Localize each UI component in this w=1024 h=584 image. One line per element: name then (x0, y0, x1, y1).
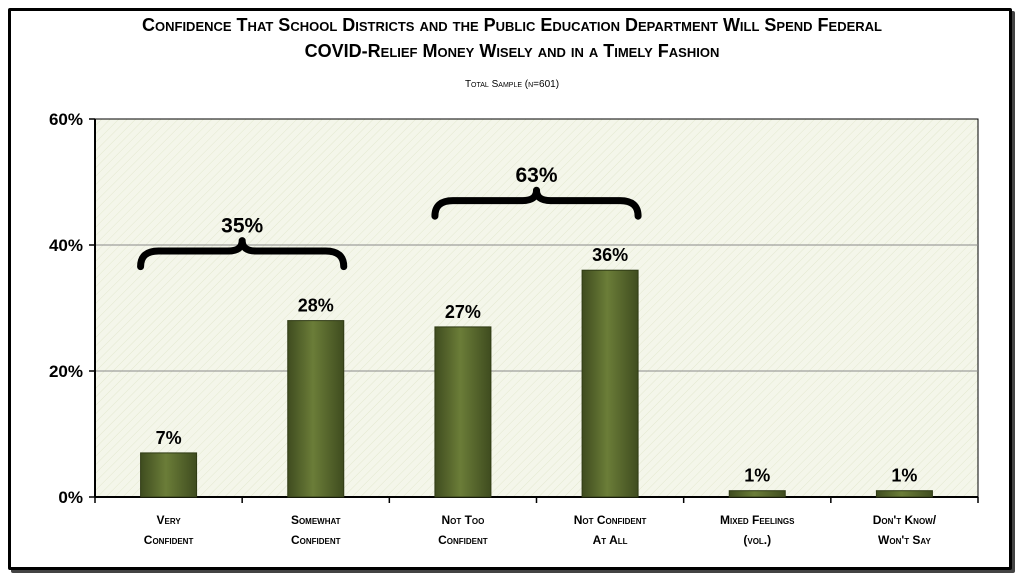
x-tick-label: At All (593, 533, 628, 547)
y-tick-label: 60% (49, 110, 83, 129)
bar (140, 452, 198, 498)
chart-title-line-1: Confidence That School Districts and the… (142, 15, 882, 35)
data-label: 36% (592, 245, 628, 265)
x-tick-label: Very (157, 513, 182, 527)
bar (434, 326, 492, 498)
chart-subtitle: Total Sample (n=601) (464, 79, 560, 90)
bar (875, 490, 933, 498)
data-label: 28% (298, 296, 334, 316)
x-tick-label: (vol.) (743, 533, 771, 547)
y-tick-label: 20% (49, 362, 83, 381)
chart-title: Confidence That School Districts and the… (0, 12, 1024, 64)
data-label: 1% (744, 466, 770, 486)
chart-title-line-2: COVID-Relief Money Wisely and in a Timel… (304, 41, 720, 61)
brace-label: 35% (221, 215, 263, 238)
group-brace (431, 186, 642, 220)
y-tick-label: 40% (49, 236, 83, 255)
bar (287, 320, 345, 498)
x-tick-label: Confident (144, 533, 194, 547)
x-tick-label: Won't Say (878, 533, 931, 547)
bar (581, 269, 639, 498)
bar (728, 490, 786, 498)
x-tick-label: Confident (291, 533, 341, 547)
x-tick-label: Mixed Feelings (720, 513, 795, 527)
data-label: 1% (891, 466, 917, 486)
x-tick-label: Not Confident (574, 513, 647, 527)
x-tick-label: Somewhat (291, 513, 341, 527)
x-tick-label: Confident (438, 533, 488, 547)
group-brace (137, 237, 348, 271)
data-label: 27% (445, 302, 481, 322)
x-tick-label: Not Too (441, 513, 484, 527)
brace-label: 63% (515, 164, 557, 187)
y-tick-label: 0% (58, 488, 83, 507)
x-tick-label: Don't Know/ (873, 513, 937, 527)
data-label: 7% (156, 428, 182, 448)
